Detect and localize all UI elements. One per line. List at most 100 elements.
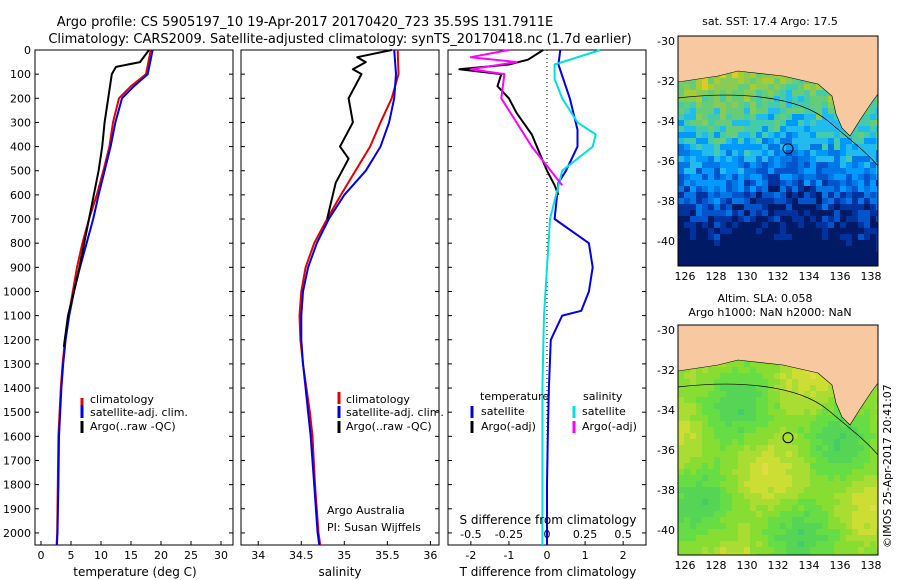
depth-tick-label: 1500 (3, 406, 31, 419)
depth-tick-label: 500 (10, 165, 31, 178)
profile-curves (55, 49, 601, 546)
longitude-tick-label: 138 (861, 559, 882, 572)
longitude-tick-label: 130 (737, 270, 758, 283)
temperature-curve-2 (62, 49, 150, 348)
t-diff-tick-label: 2 (620, 549, 627, 562)
temperature-axis: 0 5 10 15 20 25 30 (38, 541, 228, 562)
sal-tick-label: 34.5 (289, 549, 314, 562)
depth-tick-label: 0 (24, 44, 31, 57)
sla-map-subtitle: Argo h1000: NaN h2000: NaN (688, 306, 851, 319)
latitude-tick-label: -38 (657, 195, 675, 208)
latitude-tick-label: -30 (657, 324, 675, 337)
t-diff-tick-label: -2 (465, 549, 476, 562)
sal-tick-label: 35.5 (375, 549, 400, 562)
depth-tick-label: 100 (10, 68, 31, 81)
sal-tick-label: 35 (337, 549, 351, 562)
latitude-tick-label: -34 (657, 115, 675, 128)
latitude-tick-label: -38 (657, 484, 675, 497)
depth-tick-label: 1600 (3, 430, 31, 443)
isobath-line (678, 383, 878, 456)
salinity-legend: climatology satellite-adj. clim. Argo(..… (327, 392, 444, 534)
s-diff-tick-label: -0.5 (460, 528, 481, 541)
argo-program-note: Argo Australia (327, 504, 405, 517)
figure-subtitle: Climatology: CARS2009. Satellite-adjuste… (48, 32, 631, 47)
temperature-xlabel: temperature (deg C) (73, 565, 196, 579)
credit-timestamp: ©IMOS 25-Apr-2017 20:41:07 (881, 384, 894, 548)
difference-curve-3 (469, 49, 563, 186)
longitude-tick-label: 134 (799, 559, 820, 572)
depth-tick-label: 400 (10, 141, 31, 154)
temp-tick-label: 15 (124, 549, 138, 562)
depth-tick-label: 1000 (3, 285, 31, 298)
latitude-tick-label: -34 (657, 404, 675, 417)
temperature-panel (34, 49, 234, 546)
longitude-tick-label: 138 (861, 270, 882, 283)
depth-tick-label: 1100 (3, 310, 31, 323)
argo-location-marker (782, 432, 794, 444)
land-area (678, 36, 878, 137)
legend-label-s-argo: Argo(-adj) (582, 420, 637, 433)
t-diff-tick-label: -1 (503, 549, 514, 562)
longitude-tick-label: 126 (675, 559, 696, 572)
depth-tick-label: 1200 (3, 334, 31, 347)
longitude-tick-label: 128 (706, 270, 727, 283)
depth-tick-label: 600 (10, 189, 31, 202)
legend-label-argo: Argo(..raw -QC) (346, 420, 432, 433)
salinity-curve-2 (326, 49, 392, 220)
sst-map: 126 128 130 132 134 136 138 -30 -32 -34 -36 -38 -40 (657, 35, 882, 283)
latitude-tick-label: -32 (657, 75, 675, 88)
legend-label-argo: Argo(..raw -QC) (90, 420, 176, 433)
latitude-tick-label: -30 (657, 35, 675, 48)
temp-tick-label: 10 (94, 549, 108, 562)
salinity-curve-0 (298, 49, 400, 546)
temp-tick-label: 25 (184, 549, 198, 562)
longitude-tick-label: 132 (768, 559, 789, 572)
longitude-tick-label: 132 (768, 270, 789, 283)
legend-label-climatology: climatology (346, 393, 410, 406)
s-diff-tick-label: -0.25 (495, 528, 523, 541)
temperature-legend: climatology satellite-adj. clim. Argo(..… (80, 393, 188, 433)
map-frame (677, 324, 879, 556)
salinity-curve-1 (300, 49, 397, 546)
longitude-tick-label: 126 (675, 270, 696, 283)
legend-label-satellite: satellite-adj. clim. (90, 406, 188, 419)
legend-heading-temperature: temperature (480, 390, 549, 403)
argo-location-marker (782, 143, 794, 155)
principal-investigator-note: PI: Susan Wijffels (327, 521, 421, 534)
s-diff-tick-label: 0.25 (573, 528, 598, 541)
salinity-axis: 34 34.5 35 35.5 36 (251, 541, 437, 562)
longitude-tick-label: 130 (737, 559, 758, 572)
depth-tick-label: 2000 (3, 527, 31, 540)
t-diff-tick-label: 1 (582, 549, 589, 562)
sla-map: 126 128 130 132 134 136 138 -30 -32 -34 -36 -38 -40 (657, 324, 882, 572)
legend-label-t-argo: Argo(-adj) (481, 420, 536, 433)
map-frame (677, 35, 879, 267)
depth-axis: 0 100 200 300 400 500 600 700 800 900 1000 1100 1200… (3, 44, 646, 540)
latitude-tick-label: -36 (657, 155, 675, 168)
legend-label-t-satellite: satellite (481, 405, 525, 418)
s-diff-tick-label: 0.5 (614, 528, 632, 541)
depth-tick-label: 200 (10, 92, 31, 105)
sal-tick-label: 36 (423, 549, 437, 562)
latitude-tick-label: -32 (657, 364, 675, 377)
depth-tick-label: 1900 (3, 503, 31, 516)
depth-tick-label: 1800 (3, 479, 31, 492)
figure-title: Argo profile: CS 5905197_10 19-Apr-2017 … (57, 15, 553, 30)
depth-tick-label: 900 (10, 261, 31, 274)
salinity-xlabel: salinity (318, 565, 361, 579)
latitude-tick-label: -40 (657, 524, 675, 537)
salinity-panel (240, 49, 440, 546)
longitude-tick-label: 134 (799, 270, 820, 283)
longitude-tick-label: 136 (830, 270, 851, 283)
depth-tick-label: 700 (10, 213, 31, 226)
depth-tick-label: 1300 (3, 358, 31, 371)
sst-map-title: sat. SST: 17.4 Argo: 17.5 (702, 15, 838, 28)
longitude-tick-label: 136 (830, 559, 851, 572)
legend-label-s-satellite: satellite (582, 405, 626, 418)
difference-curve-0 (546, 49, 594, 545)
depth-tick-label: 1700 (3, 454, 31, 467)
legend-label-satellite: satellite-adj. clim. (346, 406, 444, 419)
legend-heading-salinity: salinity (583, 390, 623, 403)
land-area (678, 325, 878, 426)
